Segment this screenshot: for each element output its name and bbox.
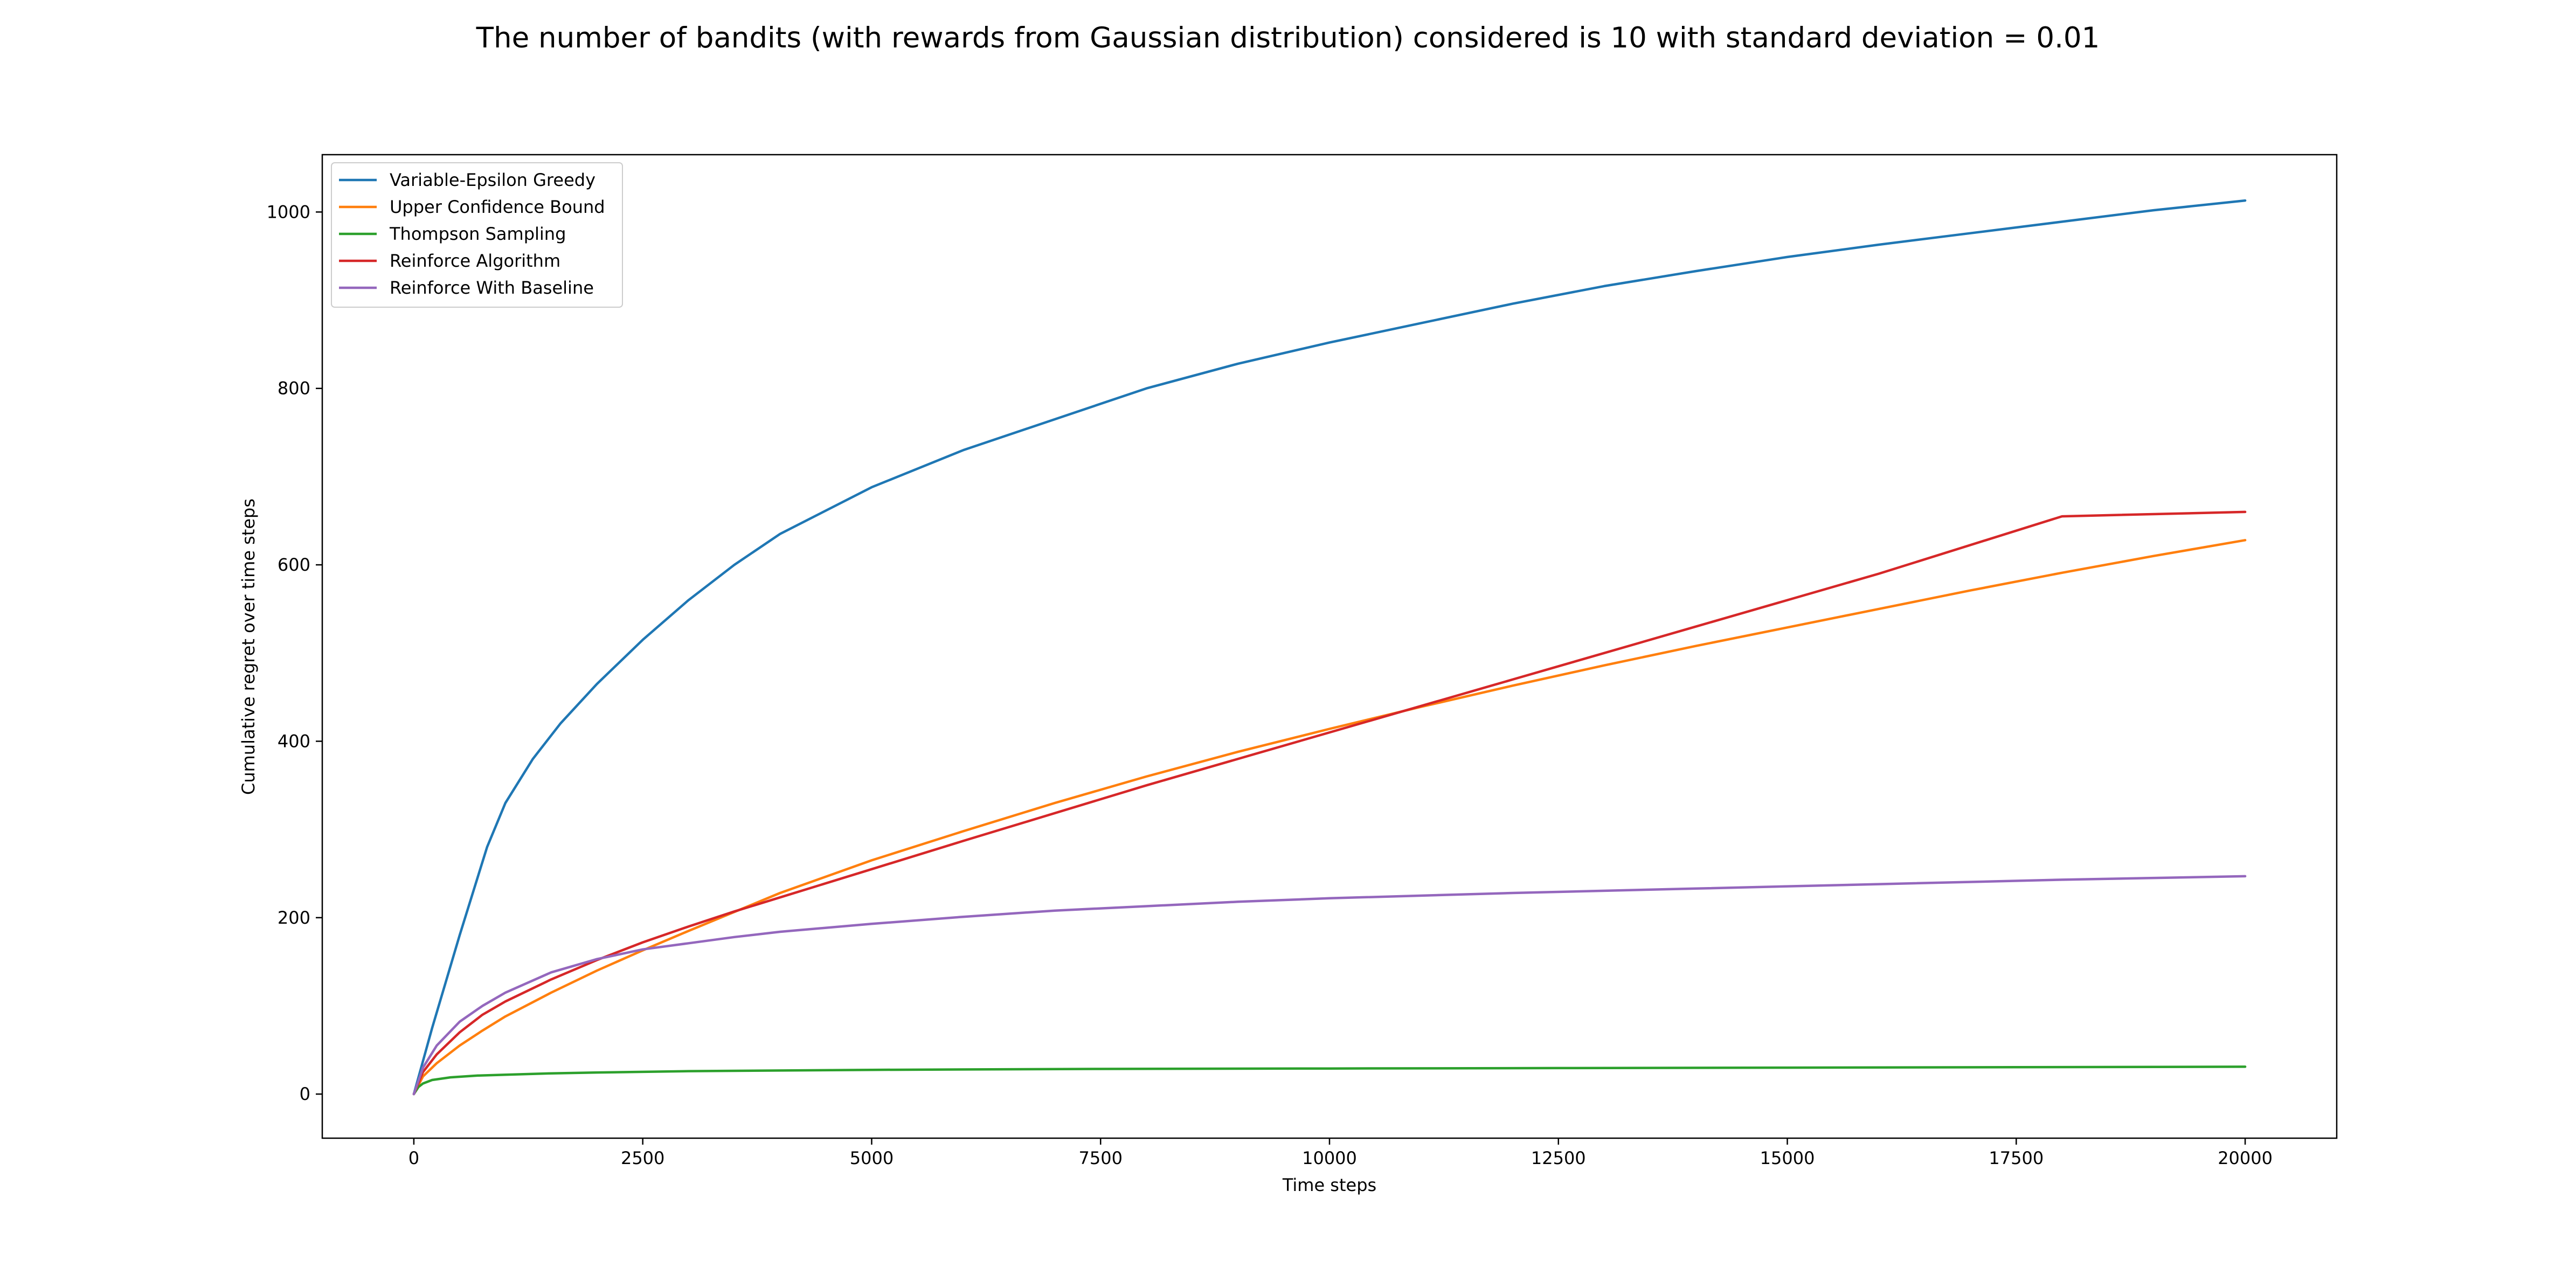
series-line-thompson-sampling [412,1065,2247,1096]
y-tick-label: 1000 [267,202,310,222]
series-line-variable-epsilon-greedy [412,199,2247,1096]
chart-title: The number of bandits (with rewards from… [476,22,2100,54]
legend-label: Reinforce Algorithm [390,251,560,271]
legend-label: Upper Confidence Bound [390,197,605,217]
y-axis: 0 200 400 600 800 1000 [267,202,322,1104]
x-tick-label: 7500 [1079,1148,1123,1168]
y-axis-label: Cumulative regret over time steps [238,498,259,795]
series-lines [412,199,2247,1096]
x-tick-label: 17500 [1989,1148,2044,1168]
legend-label: Variable-Epsilon Greedy [390,170,595,190]
x-tick-label: 0 [408,1148,419,1168]
legend: Variable-Epsilon Greedy Upper Confidence … [331,162,623,308]
plot-frame [321,154,2338,1139]
x-tick-label: 10000 [1302,1148,1357,1168]
y-tick-label: 200 [278,908,310,928]
x-tick-label: 20000 [2218,1148,2273,1168]
series-line-reinforce-with-baseline [412,875,2247,1096]
legend-label: Reinforce With Baseline [390,278,594,298]
legend-box [331,162,623,308]
legend-label: Thompson Sampling [389,224,566,244]
y-tick-label: 0 [300,1084,310,1104]
x-tick-label: 2500 [621,1148,664,1168]
y-tick-label: 400 [278,731,310,751]
x-tick-label: 12500 [1531,1148,1586,1168]
y-tick-label: 600 [278,555,310,575]
x-axis: 0 2500 5000 7500 10000 12500 15000 17500 20000 [408,1138,2273,1168]
series-line-upper-confidence-bound [412,539,2247,1096]
x-axis-label: Time steps [1282,1175,1376,1195]
x-tick-label: 15000 [1760,1148,1815,1168]
y-tick-label: 800 [278,378,310,399]
x-tick-label: 5000 [850,1148,894,1168]
series-line-reinforce-algorithm [412,510,2247,1096]
